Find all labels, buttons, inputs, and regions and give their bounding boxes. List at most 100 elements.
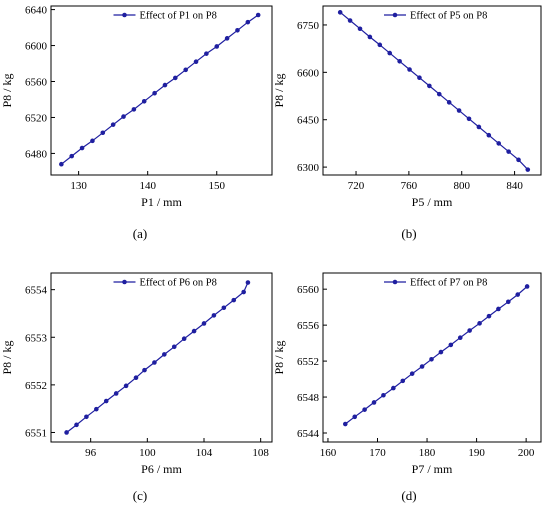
- y-tick-label: 6300: [297, 162, 320, 174]
- data-point: [417, 75, 422, 81]
- data-point: [476, 124, 482, 130]
- y-axis-label: P8 / kg: [0, 73, 14, 107]
- legend-marker: [122, 12, 127, 18]
- data-point: [357, 26, 363, 32]
- x-tick-label: 100: [139, 447, 156, 459]
- legend-label: Effect of P5 on P8: [410, 11, 487, 22]
- x-tick-label: 170: [369, 447, 386, 459]
- data-point: [477, 321, 482, 326]
- y-tick-label: 6553: [25, 332, 48, 344]
- y-tick-label: 6600: [25, 41, 48, 53]
- x-tick-label: 160: [320, 447, 337, 459]
- x-axis-label: P7 / mm: [412, 462, 453, 476]
- data-point: [486, 313, 492, 319]
- data-point: [467, 328, 472, 333]
- data-point: [371, 400, 377, 405]
- data-point: [397, 58, 402, 64]
- y-tick-label: 6560: [297, 284, 320, 296]
- data-point: [429, 356, 434, 362]
- data-point: [162, 82, 168, 88]
- data-point: [173, 75, 178, 81]
- chart-panel-a: 130 140 150 6480 6520 6560 6600 6640 P1 / mm P8 /…: [0, 5, 273, 241]
- data-point: [193, 59, 199, 65]
- data-point: [419, 364, 425, 369]
- data-point: [131, 107, 137, 112]
- legend-label: Effect of P7 on P8: [410, 278, 487, 289]
- data-point: [457, 335, 463, 341]
- y-tick-label: 6556: [297, 320, 320, 332]
- data-point: [224, 36, 230, 41]
- data-point: [110, 122, 116, 127]
- data-point: [486, 132, 492, 138]
- y-axis-label: P8 / kg: [272, 340, 286, 374]
- x-tick-label: 840: [506, 180, 523, 192]
- data-point: [142, 367, 147, 373]
- data-point: [496, 141, 502, 146]
- plot-frame: [322, 272, 542, 443]
- y-tick-label: 6552: [297, 356, 319, 368]
- panel-label: (b): [401, 226, 416, 241]
- data-point: [152, 90, 157, 96]
- plot-frame: [50, 272, 273, 443]
- x-tick-label: 108: [252, 447, 269, 459]
- x-tick-label: 800: [453, 180, 470, 192]
- x-axis-label: P6 / mm: [141, 462, 182, 476]
- data-point: [516, 157, 521, 163]
- data-point: [90, 138, 95, 144]
- y-tick-label: 6554: [25, 285, 48, 297]
- y-tick-label: 6544: [297, 428, 320, 440]
- data-point: [377, 42, 383, 48]
- y-tick-label: 6480: [25, 148, 48, 160]
- data-point: [141, 98, 147, 104]
- data-point: [438, 349, 444, 355]
- y-tick-label: 6750: [297, 20, 320, 32]
- y-tick-label: 6551: [25, 427, 47, 439]
- chart-panel-d: 160 170 180 190 200 6544 6548 6552 6556 6560 P7 / …: [272, 272, 542, 503]
- data-point: [241, 289, 246, 295]
- data-point: [456, 108, 462, 113]
- panel-label: (c): [133, 488, 147, 503]
- y-tick-label: 6600: [297, 67, 320, 79]
- legend-marker: [392, 279, 398, 285]
- data-point: [400, 378, 406, 384]
- data-point: [427, 83, 432, 89]
- data-point: [121, 114, 126, 119]
- data-point: [525, 167, 531, 172]
- plot-frame: [322, 5, 542, 176]
- legend-label: Effect of P6 on P8: [140, 278, 217, 289]
- data-point: [133, 375, 139, 381]
- data-point: [496, 306, 501, 312]
- x-tick-label: 720: [348, 180, 365, 192]
- data-point: [74, 422, 79, 428]
- data-point: [347, 18, 353, 23]
- data-point: [387, 50, 393, 56]
- data-point: [231, 297, 237, 303]
- data-point: [436, 91, 442, 97]
- data-point: [391, 385, 396, 391]
- data-point: [342, 421, 348, 427]
- panel-label: (d): [401, 488, 416, 503]
- data-point: [337, 10, 343, 15]
- x-tick-label: 180: [419, 447, 436, 459]
- data-point: [94, 406, 99, 412]
- data-point: [524, 284, 530, 289]
- data-point: [367, 34, 373, 40]
- data-point: [506, 299, 511, 305]
- data-point: [214, 44, 220, 49]
- data-point: [69, 153, 75, 159]
- data-point: [221, 305, 227, 311]
- legend-marker: [392, 12, 398, 18]
- y-tick-label: 6552: [25, 380, 47, 392]
- y-tick-label: 6450: [297, 115, 320, 127]
- series-line: [66, 282, 249, 433]
- data-point: [100, 130, 106, 136]
- x-tick-label: 200: [518, 447, 535, 459]
- chart-panel-b: 720 760 800 840 6300 6450 6600 6750 P5 / mm P8 / …: [272, 5, 542, 241]
- data-point: [181, 336, 187, 341]
- data-point: [113, 391, 119, 396]
- panel-label: (a): [133, 226, 147, 241]
- data-point: [103, 398, 109, 404]
- data-point: [466, 116, 472, 122]
- data-point: [64, 430, 69, 435]
